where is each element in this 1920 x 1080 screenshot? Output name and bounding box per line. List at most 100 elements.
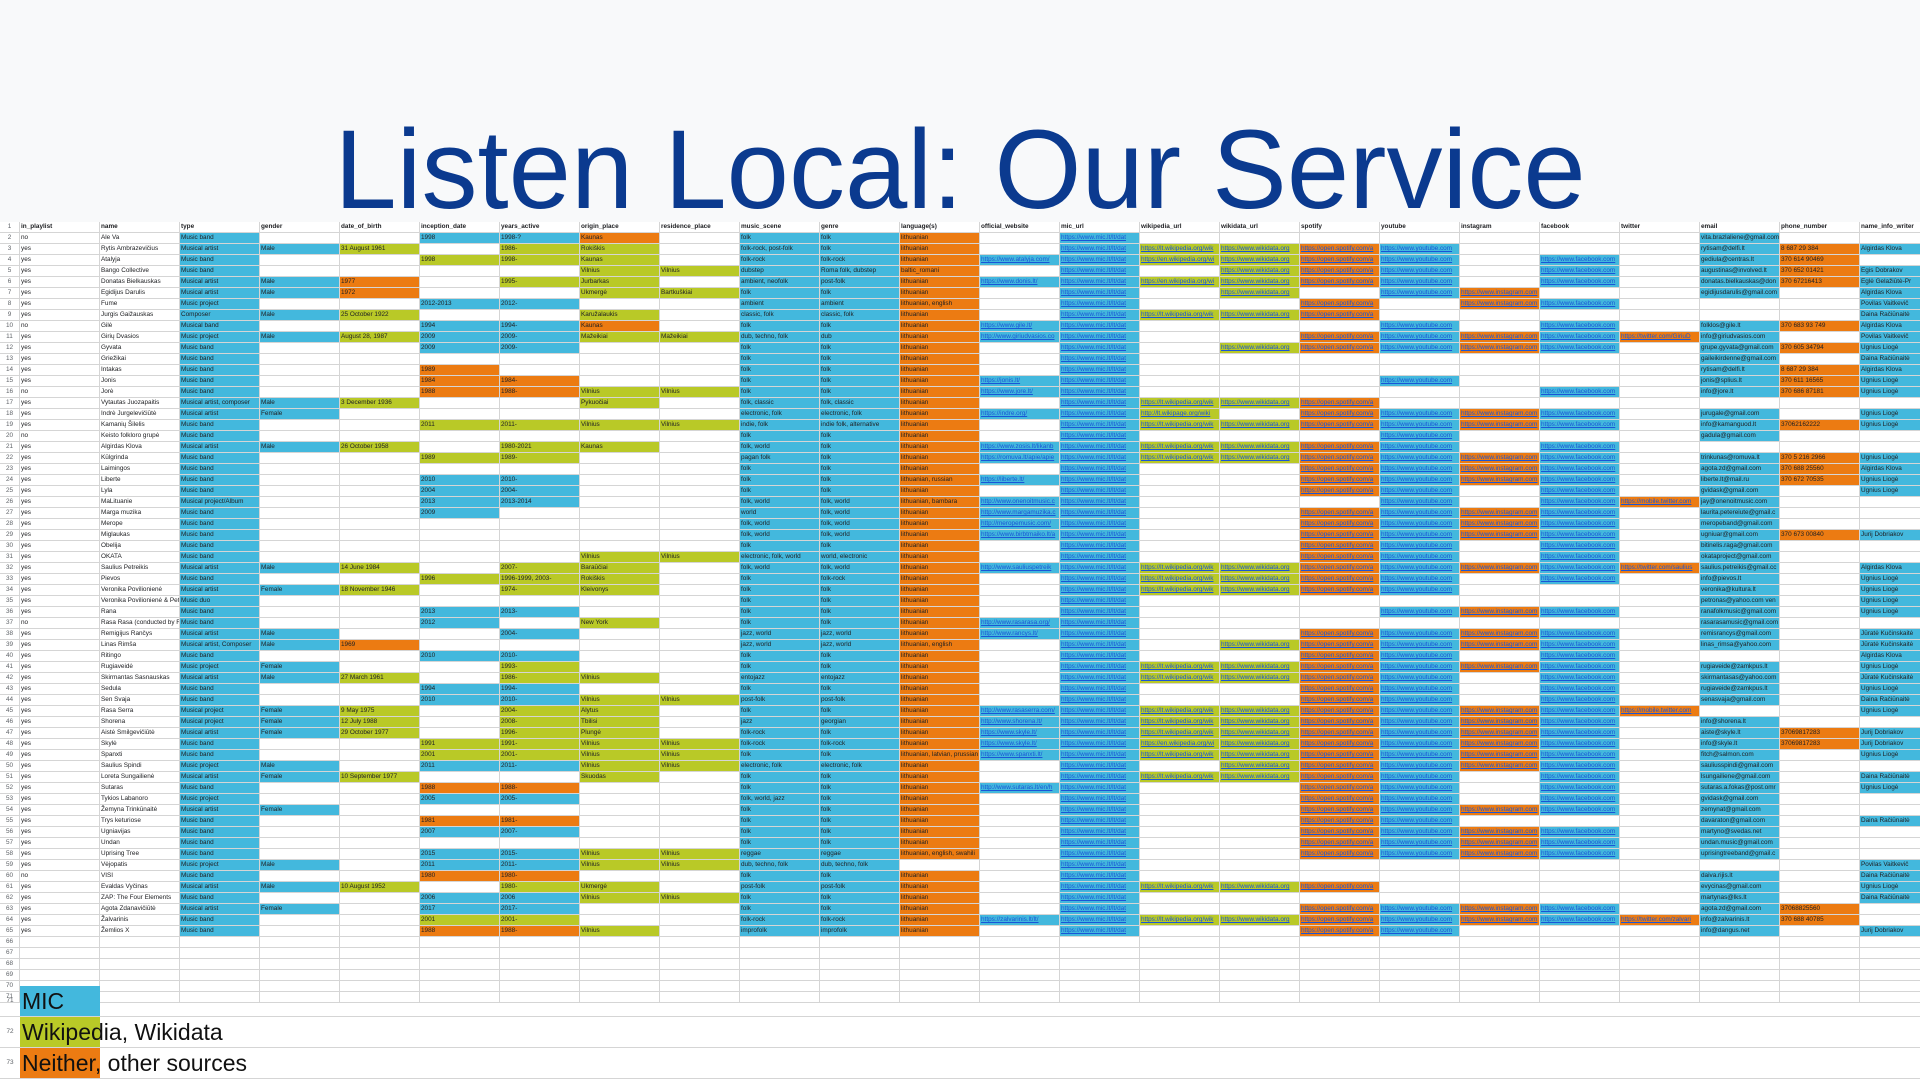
table-cell[interactable] (900, 937, 980, 948)
table-cell[interactable] (1140, 684, 1220, 695)
table-cell[interactable]: indie, folk (740, 420, 820, 431)
table-cell[interactable]: Vėjopatis (100, 860, 180, 871)
table-cell[interactable]: jazz, world (740, 629, 820, 640)
table-cell[interactable]: http://www.rasarasa.org/ (980, 618, 1060, 629)
table-cell[interactable] (1780, 717, 1860, 728)
table-cell[interactable] (980, 937, 1060, 948)
table-cell[interactable]: https://www.youtube.com (1380, 563, 1460, 574)
table-cell[interactable]: daiva.rijis.lt (1700, 871, 1780, 882)
table-cell[interactable] (980, 849, 1060, 860)
table-cell[interactable]: info@pievos.lt (1700, 574, 1780, 585)
table-cell[interactable]: https://open.spotify.com/a (1300, 783, 1380, 794)
table-cell[interactable] (340, 453, 420, 464)
table-cell[interactable] (1140, 541, 1220, 552)
table-cell[interactable]: 2005 (420, 794, 500, 805)
table-cell[interactable]: lithuanian (900, 629, 980, 640)
table-cell[interactable] (1620, 266, 1700, 277)
table-cell[interactable] (580, 651, 660, 662)
table-cell[interactable] (260, 486, 340, 497)
table-cell[interactable]: https://twitter.com/GiriuD (1620, 332, 1700, 343)
table-cell[interactable]: info@zalvarinis.lt (1700, 915, 1780, 926)
table-cell[interactable]: Jonis (100, 376, 180, 387)
table-cell[interactable] (260, 618, 340, 629)
table-cell[interactable] (1700, 706, 1780, 717)
table-cell[interactable]: https://www.wikidata.org (1220, 772, 1300, 783)
table-cell[interactable] (1540, 431, 1620, 442)
table-cell[interactable] (1540, 871, 1620, 882)
table-cell[interactable]: https://www.facebook.com (1540, 541, 1620, 552)
table-cell[interactable]: 1998- (500, 255, 580, 266)
table-cell[interactable] (340, 651, 420, 662)
table-cell[interactable] (1780, 816, 1860, 827)
table-cell[interactable] (500, 948, 580, 959)
row-number[interactable]: 58 (0, 849, 20, 860)
table-cell[interactable] (1780, 332, 1860, 343)
table-cell[interactable] (980, 398, 1060, 409)
table-cell[interactable] (1540, 981, 1620, 992)
table-cell[interactable]: folk (820, 684, 900, 695)
table-cell[interactable]: https://lt.wikipedia.org/wik (1140, 398, 1220, 409)
table-cell[interactable] (980, 343, 1060, 354)
table-cell[interactable]: Algirdas Klova (1860, 651, 1920, 662)
table-cell[interactable]: lithuanian (900, 431, 980, 442)
table-cell[interactable]: yes (20, 794, 100, 805)
table-cell[interactable]: Povilas Vaitkevič (1860, 299, 1920, 310)
table-cell[interactable]: Mažeikiai (660, 332, 740, 343)
table-cell[interactable] (340, 937, 420, 948)
table-cell[interactable] (1620, 739, 1700, 750)
table-cell[interactable] (420, 728, 500, 739)
table-cell[interactable]: yes (20, 684, 100, 695)
row-number[interactable]: 19 (0, 420, 20, 431)
table-cell[interactable] (260, 475, 340, 486)
table-cell[interactable] (500, 409, 580, 420)
table-cell[interactable] (1780, 563, 1860, 574)
table-cell[interactable]: https://www.instagram.com (1460, 750, 1540, 761)
table-cell[interactable] (260, 519, 340, 530)
table-cell[interactable] (420, 805, 500, 816)
table-cell[interactable] (500, 365, 580, 376)
table-cell[interactable]: Rasa Serra (100, 706, 180, 717)
table-cell[interactable]: https://www.mic.lt/lt/dat (1060, 684, 1140, 695)
table-cell[interactable]: https://lt.wikipedia.org/wik (1140, 673, 1220, 684)
table-cell[interactable]: https://www.facebook.com (1540, 387, 1620, 398)
row-number[interactable]: 34 (0, 585, 20, 596)
table-cell[interactable]: https://www.wikidata.org (1220, 343, 1300, 354)
table-cell[interactable]: Kaunas (580, 442, 660, 453)
table-cell[interactable] (1380, 871, 1460, 882)
table-cell[interactable] (420, 541, 500, 552)
table-cell[interactable]: 2004- (500, 629, 580, 640)
table-cell[interactable]: http://lt.wikipage.org/wiki (1140, 409, 1220, 420)
table-cell[interactable]: https://open.spotify.com/a (1300, 761, 1380, 772)
table-cell[interactable]: ugniuar@gmail.com (1700, 530, 1780, 541)
table-cell[interactable]: https://lt.wikipedia.org/wik (1140, 915, 1220, 926)
table-cell[interactable]: 3 December 1936 (340, 398, 420, 409)
table-cell[interactable] (340, 662, 420, 673)
table-cell[interactable] (580, 640, 660, 651)
table-cell[interactable]: folk (740, 585, 820, 596)
table-cell[interactable]: folk (820, 354, 900, 365)
table-cell[interactable] (260, 233, 340, 244)
table-cell[interactable] (1220, 904, 1300, 915)
row-number[interactable]: 67 (0, 948, 20, 959)
table-cell[interactable]: Egis Dobrakov (1860, 266, 1920, 277)
table-cell[interactable] (1860, 937, 1920, 948)
row-number[interactable]: 1 (0, 222, 20, 233)
table-cell[interactable]: https://open.spotify.com/a (1300, 574, 1380, 585)
table-cell[interactable]: Ugnius Liogė (1860, 585, 1920, 596)
table-cell[interactable] (500, 310, 580, 321)
table-cell[interactable] (1620, 970, 1700, 981)
table-cell[interactable]: folk (740, 684, 820, 695)
table-cell[interactable] (1620, 904, 1700, 915)
table-cell[interactable]: Shorena (100, 717, 180, 728)
table-cell[interactable] (1220, 233, 1300, 244)
table-cell[interactable] (1380, 618, 1460, 629)
table-cell[interactable] (420, 673, 500, 684)
table-cell[interactable]: 2001- (500, 915, 580, 926)
table-cell[interactable] (660, 607, 740, 618)
table-cell[interactable] (980, 838, 1060, 849)
table-cell[interactable] (260, 893, 340, 904)
table-cell[interactable] (1460, 871, 1540, 882)
table-cell[interactable]: Spanxti (100, 750, 180, 761)
table-cell[interactable]: folk-rock (820, 255, 900, 266)
table-cell[interactable] (1620, 596, 1700, 607)
